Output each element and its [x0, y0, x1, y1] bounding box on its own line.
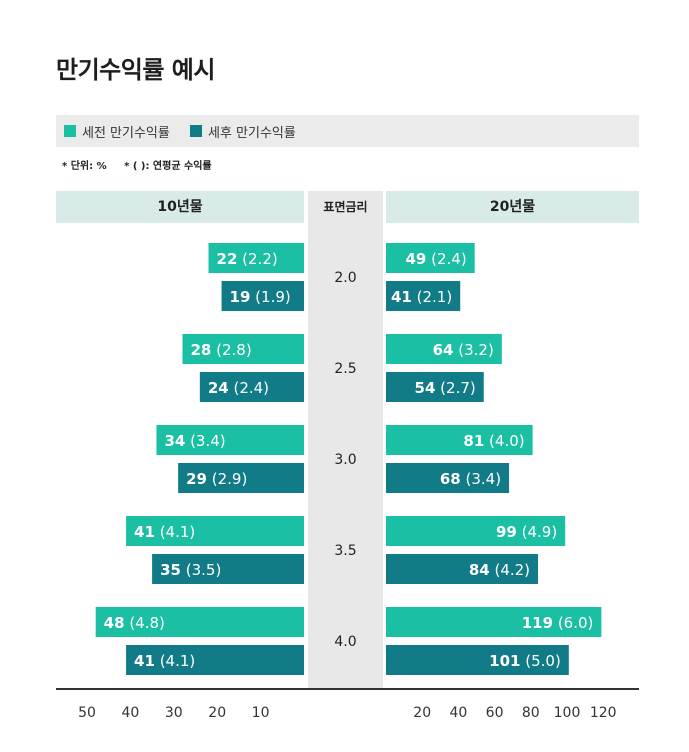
category-label: 2.5	[334, 361, 356, 377]
20yr-data-label: 49 (2.4)	[405, 250, 466, 268]
20yr-data-label: 64 (3.2)	[433, 341, 494, 359]
center-band	[308, 191, 383, 689]
20yr-bar-pretax	[386, 425, 533, 455]
10yr-data-label: 41 (4.1)	[134, 523, 195, 541]
20yr-bar-aftertax	[386, 372, 484, 402]
20yr-data-label: 68 (3.4)	[440, 470, 501, 488]
20yr-data-label: 81 (4.0)	[463, 432, 524, 450]
notes: * 단위: % * ( ): 연평균 수익률	[62, 157, 226, 172]
category-label: 4.0	[334, 634, 356, 650]
20yr-data-label: 99 (4.9)	[496, 523, 557, 541]
10yr-bar-pretax	[126, 516, 304, 546]
20yr-bar-aftertax	[386, 463, 510, 493]
parenthesis-note: * ( ): 연평균 수익률	[124, 161, 212, 172]
x-tick-label: 20	[413, 705, 431, 721]
legend: 세전 만기수익률 세후 만기수익률	[56, 115, 639, 147]
category-label: 3.0	[334, 452, 356, 468]
10yr-bar-aftertax	[221, 281, 304, 311]
20yr-bar-aftertax	[386, 554, 539, 584]
legend-swatch-pretax	[64, 125, 76, 137]
x-tick-label: 40	[449, 705, 467, 721]
x-tick-label: 40	[121, 705, 139, 721]
20yr-data-label: 119 (6.0)	[522, 614, 594, 632]
10yr-bar-aftertax	[126, 645, 304, 675]
20yr-bar-pretax	[386, 243, 475, 273]
20yr-data-label: 54 (2.7)	[415, 379, 476, 397]
10yr-bar-pretax	[208, 243, 304, 273]
10yr-data-label: 24 (2.4)	[208, 379, 269, 397]
x-tick-label: 60	[486, 705, 504, 721]
20yr-bar-pretax	[386, 334, 502, 364]
20yr-bar-pretax	[386, 516, 566, 546]
legend-item-pretax: 세전 만기수익률	[64, 115, 170, 147]
10yr-data-label: 19 (1.9)	[230, 288, 291, 306]
x-tick-label: 30	[165, 705, 183, 721]
unit-note: * 단위: %	[62, 161, 107, 172]
x-tick-label: 10	[252, 705, 270, 721]
10yr-bar-pretax	[182, 334, 304, 364]
10yr-data-label: 41 (4.1)	[134, 652, 195, 670]
x-tick-label: 120	[590, 705, 617, 721]
10yr-data-label: 22 (2.2)	[217, 250, 278, 268]
10yr-data-label: 29 (2.9)	[186, 470, 247, 488]
category-label: 3.5	[334, 543, 356, 559]
10yr-bar-pretax	[156, 425, 304, 455]
legend-label-pretax: 세전 만기수익률	[82, 125, 170, 141]
category-label: 2.0	[334, 270, 356, 286]
10yr-bar-aftertax	[199, 372, 304, 402]
x-tick-label: 50	[78, 705, 96, 721]
20yr-bar-pretax	[386, 607, 602, 637]
legend-label-aftertax: 세후 만기수익률	[208, 125, 296, 141]
10yr-data-label: 34 (3.4)	[164, 432, 225, 450]
20yr-bar-aftertax	[386, 281, 461, 311]
10yr-data-label: 35 (3.5)	[160, 561, 221, 579]
legend-swatch-aftertax	[190, 125, 202, 137]
center-header: 표면금리	[323, 200, 368, 214]
20yr-data-label: 84 (4.2)	[469, 561, 530, 579]
20yr-data-label: 101 (5.0)	[489, 652, 561, 670]
10yr-bar-aftertax	[178, 463, 304, 493]
20yr-data-label: 41 (2.1)	[391, 288, 452, 306]
x-tick-label: 100	[554, 705, 581, 721]
10yr-bar-aftertax	[152, 554, 304, 584]
10yr-data-label: 28 (2.8)	[190, 341, 251, 359]
10yr-bar-pretax	[95, 607, 305, 637]
x-tick-label: 20	[208, 705, 226, 721]
page-title: 만기수익률 예시	[56, 56, 215, 84]
panel-header-20yr: 20년물	[386, 191, 639, 223]
20yr-bar-aftertax	[386, 645, 569, 675]
x-tick-label: 80	[522, 705, 540, 721]
10yr-data-label: 48 (4.8)	[104, 614, 165, 632]
panel-header-10yr: 10년물	[56, 191, 304, 223]
legend-item-aftertax: 세후 만기수익률	[190, 115, 296, 147]
